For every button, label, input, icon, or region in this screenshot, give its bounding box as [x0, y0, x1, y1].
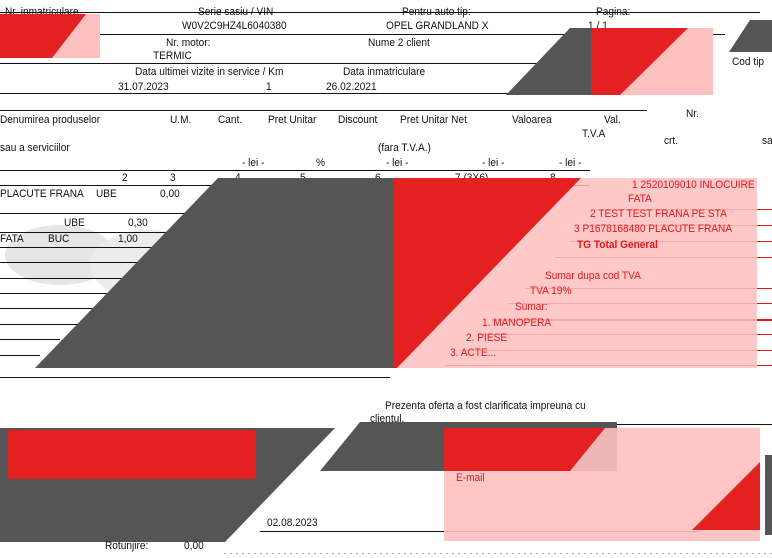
- col-name: Denumirea produselor: [0, 114, 101, 126]
- engine-value: TERMIC: [153, 50, 192, 62]
- col-qty: Cant.: [218, 114, 243, 126]
- summary-item: 3 P1678168480 PLACUTE FRANA: [574, 223, 733, 235]
- col-nr: Nr.: [686, 108, 699, 120]
- row-name: PLACUTE FRANA: [0, 188, 84, 200]
- unit-label: - lei -: [242, 157, 265, 169]
- rounding-value: 0,00: [184, 540, 204, 552]
- unit-label: - lei -: [386, 157, 409, 169]
- row-qty: 1,00: [118, 233, 138, 245]
- unit-label: %: [316, 157, 325, 169]
- redaction-red: [444, 428, 605, 471]
- sumar-by-vat: Sumar dupa cod TVA: [545, 270, 641, 282]
- page-label: Pagina:: [596, 6, 631, 18]
- row-um: BUC: [48, 233, 70, 245]
- rule: [0, 308, 100, 309]
- sum-item: 3. ACTE...: [450, 347, 497, 359]
- col-um: U.M.: [170, 114, 192, 126]
- col-name-2: sau a serviciilor: [0, 142, 70, 154]
- col-net-note: (fara T.V.A.): [378, 142, 431, 154]
- col-sa: sa: [762, 135, 772, 147]
- rule: [0, 247, 180, 248]
- redaction-red: [591, 28, 688, 95]
- offer-date: 02.08.2023: [267, 517, 318, 529]
- row-qty: 0,30: [128, 217, 148, 229]
- last-visit-value: 31.07.2023: [118, 81, 169, 93]
- redaction-gray: [506, 28, 591, 95]
- km-value: 1: [266, 81, 272, 93]
- summary-item: 2 TEST TEST FRANA PE STA: [590, 208, 727, 220]
- unit-label: - lei -: [559, 157, 582, 169]
- redaction-red: [0, 14, 86, 58]
- vat-rate: TVA 19%: [530, 285, 572, 297]
- rule: [0, 355, 40, 356]
- client2-label: Nume 2 client: [368, 37, 430, 49]
- rounding-label: Rotunjire:: [105, 540, 149, 552]
- model-value: OPEL GRANDLAND X: [386, 20, 489, 32]
- rule: [0, 262, 160, 263]
- summary-item: 1 2520109010 INLOCUIRE: [632, 179, 755, 191]
- dotted-rule: [224, 553, 772, 554]
- unit-label: - lei -: [482, 157, 505, 169]
- col-nr-2: crt.: [664, 135, 679, 147]
- col-net-price: Pret Unitar Net: [400, 114, 467, 126]
- col-discount: Discount: [338, 114, 378, 126]
- rule: [0, 93, 560, 94]
- col-number: 3: [170, 172, 176, 184]
- statement: Prezenta oferta a fost clarificata impre…: [385, 400, 586, 412]
- redaction-red: [8, 430, 256, 479]
- rule: [0, 110, 647, 111]
- summary-item: FATA: [628, 193, 652, 205]
- redaction-gray: [765, 455, 772, 535]
- reg-date-value: 26.02.2021: [326, 81, 377, 93]
- rule: [0, 377, 390, 378]
- rule: [0, 324, 80, 325]
- row-name: FATA: [0, 233, 24, 245]
- col-vat-2: T.V.A: [582, 128, 606, 140]
- rule: [0, 232, 200, 233]
- rule: [0, 213, 240, 214]
- col-vat: Val.: [604, 114, 621, 126]
- rule: [0, 339, 60, 340]
- redaction-red: [394, 178, 581, 368]
- vin-value: W0V2C9HZ4L6040380: [182, 20, 287, 32]
- last-visit-label: Data ultimei vizite in service / Km: [135, 66, 284, 78]
- rule: [0, 170, 590, 171]
- col-unit-price: Pret Unitar: [268, 114, 317, 126]
- col-number: 2: [122, 172, 128, 184]
- engine-label: Nr. motor:: [166, 37, 211, 49]
- email-label: E-mail: [456, 472, 485, 484]
- redaction-gray: [35, 178, 394, 368]
- vin-label: Serie sasiu / VIN: [198, 6, 274, 18]
- row-qty: 0,00: [160, 188, 180, 200]
- model-label: Pentru auto tip:: [402, 6, 471, 18]
- total-general: TG Total General: [577, 239, 658, 251]
- rule: [0, 278, 140, 279]
- reg-date-label: Data inmatriculare: [343, 66, 426, 78]
- statement-2: clientul.: [370, 413, 405, 425]
- rule: [0, 12, 760, 13]
- row-um: UBE: [64, 217, 85, 229]
- rule: [0, 34, 725, 35]
- rule: [0, 293, 120, 294]
- rule: [0, 63, 560, 64]
- sumar-label: Sumar:: [515, 301, 548, 313]
- sum-item: 2. PIESE: [466, 332, 508, 344]
- code-label: Cod tip: [732, 56, 765, 68]
- rule: [615, 424, 772, 425]
- redaction-gray: [729, 20, 772, 52]
- col-value: Valoarea: [512, 114, 552, 126]
- row-um: UBE: [96, 188, 117, 200]
- sum-item: 1. MANOPERA: [482, 317, 552, 329]
- redaction-red: [692, 462, 760, 530]
